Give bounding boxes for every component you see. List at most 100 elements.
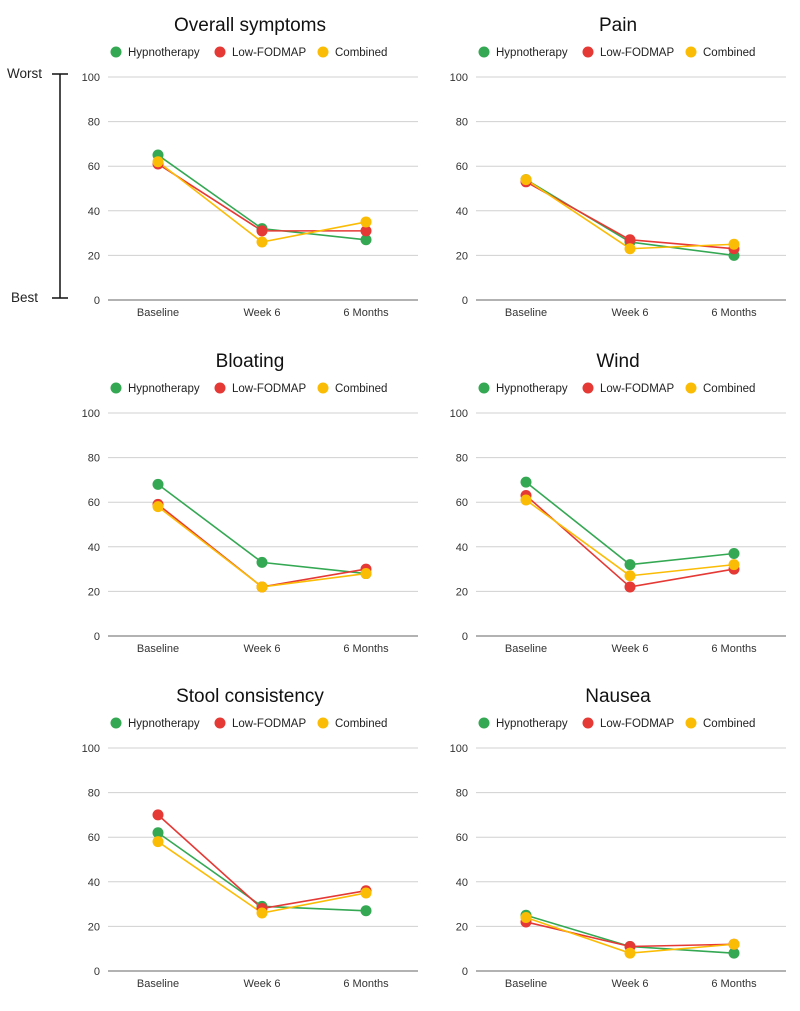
y-tick-label: 40 [88,877,100,889]
legend-marker-low-fodmap [582,382,594,394]
legend-label-low-fodmap: Low-FODMAP [232,718,306,730]
data-point-combined-baseline [152,836,164,848]
y-tick-label: 60 [88,832,100,844]
y-tick-label: 100 [82,408,100,420]
chart-wind: Wind Hypnotherapy Low-FODMAP Combined 0 20 40 6… [450,351,786,655]
legend-label-hypnotherapy: Hypnotherapy [128,718,200,730]
data-point-hypnotherapy-6-months [360,234,372,246]
legend-marker-hypnotherapy [110,46,122,58]
data-point-low-fodmap-week-6 [256,225,268,237]
chart-pain: Pain Hypnotherapy Low-FODMAP Combined 0 20 40 6… [450,15,786,319]
x-tick-label-6-months: 6 Months [711,978,757,990]
chart-title: Nausea [585,686,651,707]
chart-title: Bloating [216,351,285,372]
y-tick-label: 40 [456,542,468,554]
y-tick-label: 60 [88,497,100,509]
chart-title: Overall symptoms [174,15,326,36]
y-tick-label: 100 [450,743,468,755]
legend-marker-hypnotherapy [478,46,490,58]
scale-best-label: Best [11,290,38,305]
y-tick-label: 100 [450,72,468,84]
x-tick-label-baseline: Baseline [137,643,179,655]
chart-overall-symptoms: Overall symptoms Hypnotherapy Low-FODMAP Co… [82,15,418,319]
x-tick-label-week-6: Week 6 [243,978,280,990]
legend-marker-low-fodmap [582,46,594,58]
y-tick-label: 80 [88,788,100,800]
data-point-low-fodmap-baseline [152,809,164,821]
legend-marker-low-fodmap [214,382,226,394]
legend-label-combined: Combined [335,383,387,395]
data-point-combined-baseline [520,911,532,923]
data-point-combined-6-months [728,938,740,950]
legend-label-low-fodmap: Low-FODMAP [600,47,674,59]
legend-label-low-fodmap: Low-FODMAP [232,47,306,59]
legend-marker-hypnotherapy [110,717,122,729]
y-tick-label: 80 [456,453,468,465]
chart-title: Stool consistency [176,686,324,707]
y-tick-label: 20 [88,250,100,262]
data-point-combined-6-months [728,238,740,250]
y-tick-label: 100 [82,72,100,84]
data-point-combined-6-months [360,216,372,228]
y-tick-label: 0 [462,631,468,643]
chart-nausea: Nausea Hypnotherapy Low-FODMAP Combined 0 20 4… [450,686,786,990]
data-point-combined-6-months [360,887,372,899]
legend-marker-combined [317,717,329,729]
x-tick-label-week-6: Week 6 [243,307,280,319]
data-point-combined-baseline [152,156,164,168]
y-tick-label: 60 [456,161,468,173]
legend-label-hypnotherapy: Hypnotherapy [496,383,568,395]
x-tick-label-6-months: 6 Months [343,643,389,655]
data-point-hypnotherapy-6-months [360,905,372,917]
chart-stool-consistency: Stool consistency Hypnotherapy Low-FODMAP C… [82,686,418,990]
y-tick-label: 20 [456,250,468,262]
data-point-combined-6-months [728,559,740,571]
x-tick-label-6-months: 6 Months [711,307,757,319]
data-point-combined-baseline [520,174,532,186]
data-point-combined-week-6 [624,570,636,582]
chart-grid: Overall symptoms Hypnotherapy Low-FODMAP Co… [82,15,786,990]
y-tick-label: 40 [456,206,468,218]
data-point-combined-week-6 [624,947,636,959]
x-tick-label-week-6: Week 6 [243,643,280,655]
legend-marker-combined [317,382,329,394]
x-tick-label-6-months: 6 Months [343,307,389,319]
chart-bloating: Bloating Hypnotherapy Low-FODMAP Combined 0 2… [82,351,418,655]
data-point-combined-week-6 [624,243,636,255]
x-tick-label-6-months: 6 Months [711,643,757,655]
x-tick-label-baseline: Baseline [505,978,547,990]
data-point-hypnotherapy-baseline [520,476,532,488]
data-point-hypnotherapy-6-months [728,947,740,959]
chart-title: Pain [599,15,637,36]
legend-marker-low-fodmap [582,717,594,729]
y-tick-label: 20 [88,921,100,933]
legend-label-combined: Combined [703,383,755,395]
legend-label-combined: Combined [335,47,387,59]
legend-label-combined: Combined [703,718,755,730]
series-line-low-fodmap [157,814,367,910]
x-tick-label-6-months: 6 Months [343,978,389,990]
legend-marker-combined [685,382,697,394]
data-point-low-fodmap-week-6 [624,234,636,246]
legend-marker-hypnotherapy [478,717,490,729]
y-tick-label: 20 [456,921,468,933]
data-point-combined-week-6 [256,236,268,248]
x-tick-label-baseline: Baseline [505,643,547,655]
x-tick-label-week-6: Week 6 [611,978,648,990]
legend-label-combined: Combined [335,718,387,730]
y-tick-label: 80 [456,788,468,800]
data-point-hypnotherapy-week-6 [256,556,268,568]
y-tick-label: 40 [456,877,468,889]
data-point-combined-6-months [360,568,372,580]
y-tick-label: 60 [456,497,468,509]
y-tick-label: 40 [88,206,100,218]
legend-label-low-fodmap: Low-FODMAP [232,383,306,395]
y-tick-label: 0 [94,631,100,643]
x-tick-label-week-6: Week 6 [611,307,648,319]
x-tick-label-baseline: Baseline [137,307,179,319]
legend-label-hypnotherapy: Hypnotherapy [496,718,568,730]
data-point-hypnotherapy-baseline [152,827,164,839]
legend-marker-hypnotherapy [110,382,122,394]
legend-marker-combined [685,717,697,729]
